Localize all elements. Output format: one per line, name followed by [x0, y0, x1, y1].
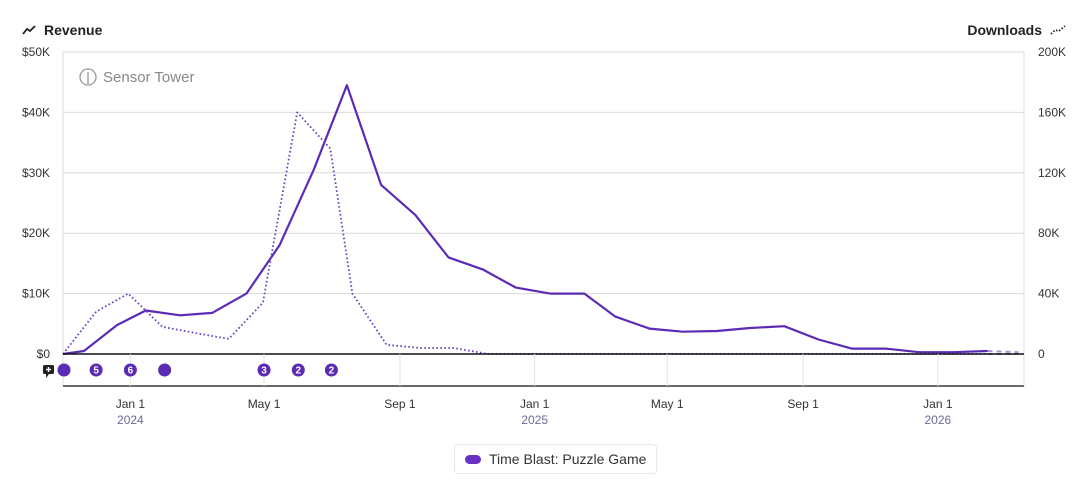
event-marker-count: 2	[295, 366, 301, 377]
annotation-icon[interactable]	[43, 365, 54, 378]
left-tick-label: $50K	[22, 45, 50, 59]
event-marker[interactable]	[158, 363, 172, 377]
right-tick-label: 120K	[1038, 166, 1066, 180]
event-marker-count: 2	[329, 366, 335, 377]
left-tick-label: $30K	[22, 166, 50, 180]
x-tick-year: 2025	[521, 413, 548, 427]
x-tick-year: 2024	[117, 413, 144, 427]
x-tick-label: Jan 1	[116, 397, 146, 411]
x-tick-year: 2026	[924, 413, 951, 427]
revenue-downloads-chart: $0$10K$20K$30K$40K$50K 040K80K120K160K20…	[22, 45, 1066, 427]
downloads-axis-header: Downloads	[967, 22, 1066, 38]
event-marker-count: 6	[128, 366, 134, 377]
x-tick-label: Jan 1	[520, 397, 550, 411]
x-tick-label: Jan 1	[923, 397, 953, 411]
revenue-axis-header: Revenue	[22, 22, 102, 38]
right-tick-label: 160K	[1038, 105, 1066, 119]
left-tick-label: $20K	[22, 226, 50, 240]
x-tick-label: Sep 1	[787, 397, 819, 411]
revenue-series-line	[62, 84, 988, 356]
event-marker-count: 5	[93, 366, 99, 377]
right-tick-label: 0	[1038, 347, 1045, 361]
left-tick-label: $10K	[22, 287, 50, 301]
event-markers[interactable]: 5 6 3 2 2	[43, 363, 338, 379]
downloads-axis-title: Downloads	[967, 22, 1042, 38]
x-tick-label: May 1	[248, 397, 281, 411]
revenue-projection-line	[987, 350, 1019, 354]
x-tick-label: May 1	[651, 397, 684, 411]
sensor-tower-logo-icon	[79, 68, 97, 86]
event-marker[interactable]: 2	[291, 363, 305, 377]
event-marker[interactable]	[57, 363, 71, 377]
event-marker[interactable]: 5	[89, 363, 103, 377]
watermark-text: Sensor Tower	[103, 69, 194, 86]
left-tick-label: $40K	[22, 105, 50, 119]
event-marker[interactable]: 3	[257, 363, 271, 377]
right-axis-ticks: 0 40K 80K 120K 160K 200K	[1038, 45, 1066, 361]
series-lines	[62, 84, 1019, 356]
legend-label: Time Blast: Puzzle Game	[489, 451, 647, 467]
trend-line-icon	[22, 25, 36, 35]
legend-swatch	[465, 454, 481, 464]
x-axis-ticks: Jan 1 2024 May 1 Sep 1 Jan 1 2025 May 1 Sep 1 Ja…	[116, 397, 953, 427]
event-marker-count: 3	[261, 366, 267, 377]
right-tick-label: 40K	[1038, 287, 1059, 301]
right-tick-label: 80K	[1038, 226, 1059, 240]
grid-lines	[62, 51, 1025, 386]
event-marker[interactable]: 6	[123, 363, 137, 377]
legend-item[interactable]: Time Blast: Puzzle Game	[454, 444, 658, 474]
left-axis-ticks: $0 $10K $20K $30K $40K $50K	[22, 45, 50, 361]
dotted-trend-icon	[1050, 25, 1066, 35]
x-axis	[63, 353, 1024, 387]
event-marker[interactable]: 2	[324, 363, 338, 377]
left-tick-label: $0	[37, 347, 51, 361]
right-tick-label: 200K	[1038, 45, 1066, 59]
sensor-tower-watermark: Sensor Tower	[79, 68, 194, 86]
x-tick-label: Sep 1	[384, 397, 416, 411]
revenue-axis-title: Revenue	[44, 22, 103, 38]
